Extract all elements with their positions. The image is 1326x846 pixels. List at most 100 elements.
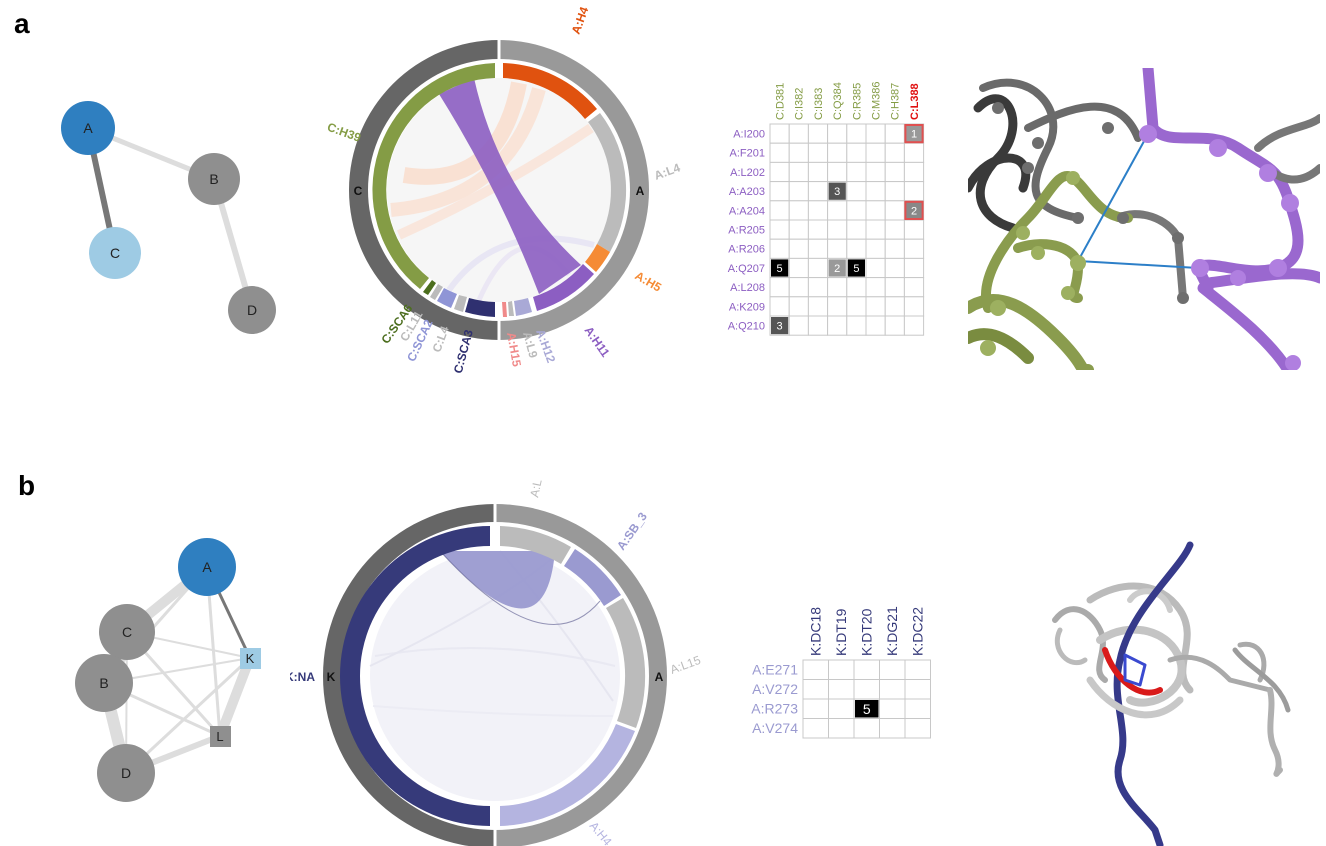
- matrix-cell[interactable]: [788, 142, 809, 163]
- matrix-cell[interactable]: [827, 142, 848, 163]
- matrix-cell[interactable]: [865, 200, 886, 221]
- matrix-cell[interactable]: [846, 161, 867, 183]
- matrix-cell[interactable]: [903, 142, 925, 163]
- matrix-cell[interactable]: [884, 161, 905, 183]
- matrix-cell[interactable]: [884, 257, 905, 279]
- matrix-cell[interactable]: [865, 257, 886, 279]
- matrix-cell[interactable]: [807, 181, 829, 202]
- matrix-cell[interactable]: [903, 181, 925, 202]
- matrix-cell[interactable]: [788, 219, 809, 240]
- matrix-cell[interactable]: [769, 296, 790, 317]
- matrix-cell[interactable]: [865, 142, 886, 163]
- matrix-cell[interactable]: [879, 718, 906, 739]
- matrix-cell[interactable]: [903, 238, 925, 259]
- node-d[interactable]: D: [228, 286, 276, 334]
- matrix-cell[interactable]: [788, 277, 809, 298]
- matrix-cell[interactable]: [807, 238, 829, 259]
- matrix-cell[interactable]: [904, 679, 931, 700]
- matrix-cell[interactable]: [846, 277, 867, 298]
- matrix-cell[interactable]: [807, 200, 829, 221]
- matrix-cell[interactable]: [865, 296, 886, 317]
- node-d[interactable]: D: [97, 744, 155, 802]
- matrix-cell[interactable]: [828, 718, 855, 739]
- matrix-cell[interactable]: [903, 315, 925, 336]
- matrix-cell[interactable]: [788, 296, 809, 317]
- matrix-cell[interactable]: [788, 200, 809, 221]
- node-k[interactable]: K: [240, 648, 261, 669]
- matrix-cell[interactable]: [865, 315, 886, 336]
- matrix-cell[interactable]: [807, 123, 829, 144]
- matrix-cell[interactable]: [828, 698, 855, 719]
- matrix-cell[interactable]: [865, 161, 886, 183]
- node-a[interactable]: A: [61, 101, 115, 155]
- matrix-cell[interactable]: [904, 718, 931, 739]
- matrix-cell[interactable]: [802, 659, 829, 680]
- matrix-cell[interactable]: [884, 277, 905, 298]
- matrix-cell[interactable]: [807, 315, 829, 336]
- matrix-cell[interactable]: [788, 257, 809, 279]
- matrix-cell[interactable]: [827, 123, 848, 144]
- matrix-cell[interactable]: [853, 679, 880, 700]
- matrix-cell[interactable]: [769, 123, 790, 144]
- matrix-cell[interactable]: [884, 315, 905, 336]
- matrix-cell-filled[interactable]: [904, 124, 924, 144]
- matrix-cell[interactable]: [802, 679, 829, 700]
- matrix-cell[interactable]: [879, 659, 906, 680]
- matrix-cell[interactable]: [807, 277, 829, 298]
- matrix-cell[interactable]: [904, 659, 931, 680]
- matrix-cell[interactable]: [846, 238, 867, 259]
- matrix-cell[interactable]: [827, 200, 848, 221]
- matrix-cell[interactable]: [827, 277, 848, 298]
- matrix-cell[interactable]: [802, 698, 829, 719]
- matrix-cell-filled[interactable]: [771, 259, 789, 277]
- matrix-cell[interactable]: [903, 219, 925, 240]
- node-c[interactable]: C: [99, 604, 155, 660]
- matrix-cell[interactable]: [827, 315, 848, 336]
- matrix-cell[interactable]: [865, 123, 886, 144]
- matrix-cell[interactable]: [802, 718, 829, 739]
- matrix-cell[interactable]: [846, 200, 867, 221]
- matrix-cell[interactable]: [807, 219, 829, 240]
- matrix-cell-filled[interactable]: [828, 259, 846, 277]
- matrix-cell[interactable]: [769, 181, 790, 202]
- matrix-cell[interactable]: [827, 219, 848, 240]
- matrix-cell[interactable]: [865, 181, 886, 202]
- matrix-cell[interactable]: [884, 123, 905, 144]
- matrix-cell[interactable]: [807, 142, 829, 163]
- matrix-cell[interactable]: [827, 161, 848, 183]
- node-a[interactable]: A: [178, 538, 236, 596]
- matrix-cell[interactable]: [903, 277, 925, 298]
- matrix-cell[interactable]: [903, 257, 925, 279]
- matrix-cell[interactable]: [769, 219, 790, 240]
- matrix-cell[interactable]: [865, 238, 886, 259]
- matrix-cell[interactable]: [788, 161, 809, 183]
- matrix-cell[interactable]: [865, 219, 886, 240]
- matrix-cell[interactable]: [884, 296, 905, 317]
- matrix-cell[interactable]: [788, 238, 809, 259]
- matrix-cell[interactable]: [884, 238, 905, 259]
- matrix-cell[interactable]: [769, 200, 790, 221]
- matrix-cell[interactable]: [828, 659, 855, 680]
- matrix-cell-filled[interactable]: [847, 259, 865, 277]
- matrix-cell[interactable]: [807, 257, 829, 279]
- matrix-cell-filled[interactable]: [771, 317, 789, 335]
- matrix-cell[interactable]: [846, 296, 867, 317]
- matrix-cell-filled[interactable]: [904, 200, 924, 221]
- matrix-cell[interactable]: [846, 181, 867, 202]
- matrix-cell[interactable]: [788, 315, 809, 336]
- matrix-cell[interactable]: [853, 718, 880, 739]
- matrix-cell[interactable]: [807, 296, 829, 317]
- matrix-cell[interactable]: [884, 181, 905, 202]
- matrix-cell[interactable]: [846, 219, 867, 240]
- matrix-cell[interactable]: [904, 698, 931, 719]
- matrix-cell[interactable]: [865, 277, 886, 298]
- matrix-cell[interactable]: [769, 277, 790, 298]
- node-b[interactable]: B: [75, 654, 133, 712]
- matrix-cell[interactable]: [846, 123, 867, 144]
- matrix-cell[interactable]: [788, 123, 809, 144]
- matrix-cell[interactable]: [879, 679, 906, 700]
- matrix-cell[interactable]: [879, 698, 906, 719]
- matrix-cell-filled[interactable]: [855, 700, 879, 718]
- matrix-cell[interactable]: [846, 315, 867, 336]
- matrix-cell[interactable]: [903, 296, 925, 317]
